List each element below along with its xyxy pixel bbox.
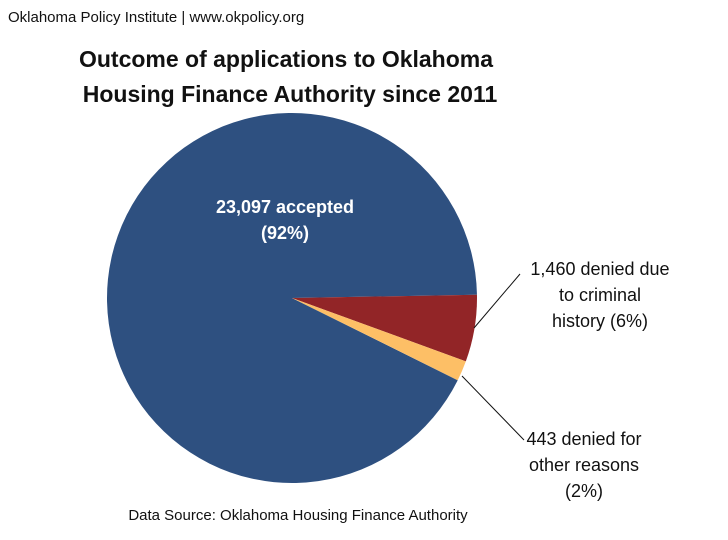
pie-slice bbox=[107, 112, 477, 483]
data-label: 23,097 accepted bbox=[216, 197, 354, 217]
data-label: 1,460 denied due bbox=[530, 259, 669, 279]
data-label: to criminal bbox=[559, 285, 641, 305]
pie-slice bbox=[292, 298, 466, 381]
leader-line bbox=[473, 273, 521, 329]
source: Data Source: Oklahoma Housing Finance Au… bbox=[128, 507, 468, 524]
chart-title: Housing Finance Authority since 2011 bbox=[83, 81, 498, 107]
data-label: (2%) bbox=[565, 481, 603, 501]
data-label: history (6%) bbox=[552, 311, 648, 331]
data-label: other reasons bbox=[529, 455, 639, 475]
credit: Oklahoma Policy Institute | www.okpolicy… bbox=[8, 9, 304, 26]
leader-line bbox=[461, 375, 525, 441]
data-label: 443 denied for bbox=[526, 429, 641, 449]
data-label: (92%) bbox=[261, 223, 309, 243]
chart-title: Outcome of applications to Oklahoma bbox=[79, 46, 493, 72]
pie-slice bbox=[292, 294, 477, 362]
